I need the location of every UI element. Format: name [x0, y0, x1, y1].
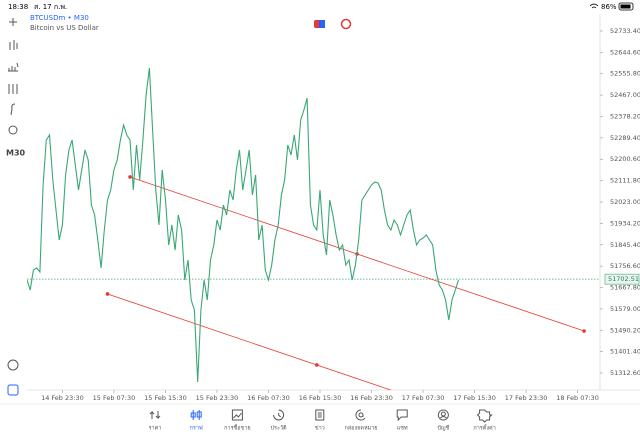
trendline-anchor[interactable]: [315, 363, 319, 367]
tab[interactable]: บัญชี: [437, 409, 450, 432]
x-tick-label: 16 Feb 15:30: [299, 394, 342, 402]
tab[interactable]: กราฟ: [190, 410, 203, 432]
y-tick-label: 52111.80: [610, 177, 640, 185]
trendline[interactable]: [107, 293, 517, 433]
tab-icon: [231, 409, 243, 421]
x-tick-label: 16 Feb 23:30: [350, 394, 393, 402]
current-price-label: 51702.51: [608, 275, 639, 283]
x-tick-label: 15 Feb 23:30: [196, 394, 239, 402]
trendline-anchor[interactable]: [128, 175, 132, 179]
tab-label: บัญชี: [437, 425, 449, 432]
tab-icon: [190, 410, 202, 420]
tab-icon: [355, 409, 366, 421]
x-tick-label: 17 Feb 07:30: [402, 394, 445, 402]
chart-title: BTCUSDm • M30: [30, 14, 89, 22]
tab-label: กราฟ: [190, 425, 203, 432]
current-price-box: [604, 273, 640, 285]
x-tick-label: 18 Feb 07:30: [556, 394, 599, 402]
tab[interactable]: การตั้งค่า: [473, 409, 496, 432]
tab-label: การตั้งค่า: [473, 424, 495, 432]
chart-subtitle: Bitcoin vs US Dollar: [30, 24, 99, 32]
y-tick-label: 51579.00: [610, 305, 640, 313]
y-tick-label: 52289.40: [610, 134, 640, 142]
y-tick-label: 52378.20: [610, 112, 640, 120]
wifi-icon: [589, 3, 599, 9]
tab-icon: [315, 409, 325, 421]
tab-label: การซื้อขาย: [224, 424, 250, 432]
x-tick-label: 15 Feb 07:30: [93, 394, 136, 402]
tab[interactable]: กล่องจดหมาย: [344, 409, 378, 432]
y-tick-label: 51756.60: [610, 262, 640, 270]
tab[interactable]: การซื้อขาย: [224, 409, 251, 432]
y-tick-label: 52023.00: [610, 198, 640, 206]
trendline-anchor[interactable]: [582, 329, 586, 333]
trade-buttons[interactable]: [314, 18, 352, 30]
tab[interactable]: แชท: [396, 409, 408, 432]
tab[interactable]: ราคา: [149, 410, 162, 432]
y-tick-label: 51312.60: [610, 369, 640, 377]
y-tick-label: 52644.60: [610, 48, 640, 56]
x-tick-label: 16 Feb 07:30: [247, 394, 290, 402]
status-battery: 86%: [601, 3, 617, 11]
plot-area: [27, 67, 600, 433]
x-tick-label: 15 Feb 15:30: [144, 394, 187, 402]
tab-icon: [273, 409, 285, 421]
y-tick-label: 51401.40: [610, 348, 640, 356]
y-tick-label: 52467.00: [610, 91, 640, 99]
x-tick-label: 17 Feb 23:30: [505, 394, 548, 402]
y-tick-label: 51934.20: [610, 219, 640, 227]
y-tick-label: 52555.80: [610, 70, 640, 78]
status-date: ส. 17 ก.พ.: [34, 3, 67, 11]
left-toolbar[interactable]: [7, 18, 19, 396]
tab[interactable]: ข่าว: [315, 409, 325, 432]
y-tick-label: 52200.60: [610, 155, 640, 163]
y-tick-label: 51490.20: [610, 326, 640, 334]
tab-icon: [149, 410, 161, 420]
battery-icon: [618, 2, 634, 11]
x-tick-label: 14 Feb 23:30: [41, 394, 84, 402]
y-tick-label: 51667.80: [610, 284, 640, 292]
tab-label: แชท: [397, 425, 408, 432]
tab-icon: [476, 409, 493, 423]
tab-label: ข่าว: [315, 426, 325, 432]
tab-icon: [396, 409, 408, 422]
x-tick-label: 17 Feb 15:30: [453, 394, 496, 402]
tab-label: ราคา: [149, 426, 162, 432]
tab-label: กล่องจดหมาย: [344, 426, 377, 432]
y-tick-label: 51845.40: [610, 241, 640, 249]
tab-icon: [437, 409, 449, 421]
tab-label: ประวัติ: [271, 425, 287, 432]
tab[interactable]: ประวัติ: [271, 409, 287, 432]
status-time: 18:38: [8, 3, 28, 11]
trendline-anchor[interactable]: [105, 292, 110, 296]
price-line: [27, 67, 460, 383]
timeframe-button[interactable]: M30: [6, 149, 26, 158]
y-tick-label: 52733.40: [610, 27, 640, 35]
